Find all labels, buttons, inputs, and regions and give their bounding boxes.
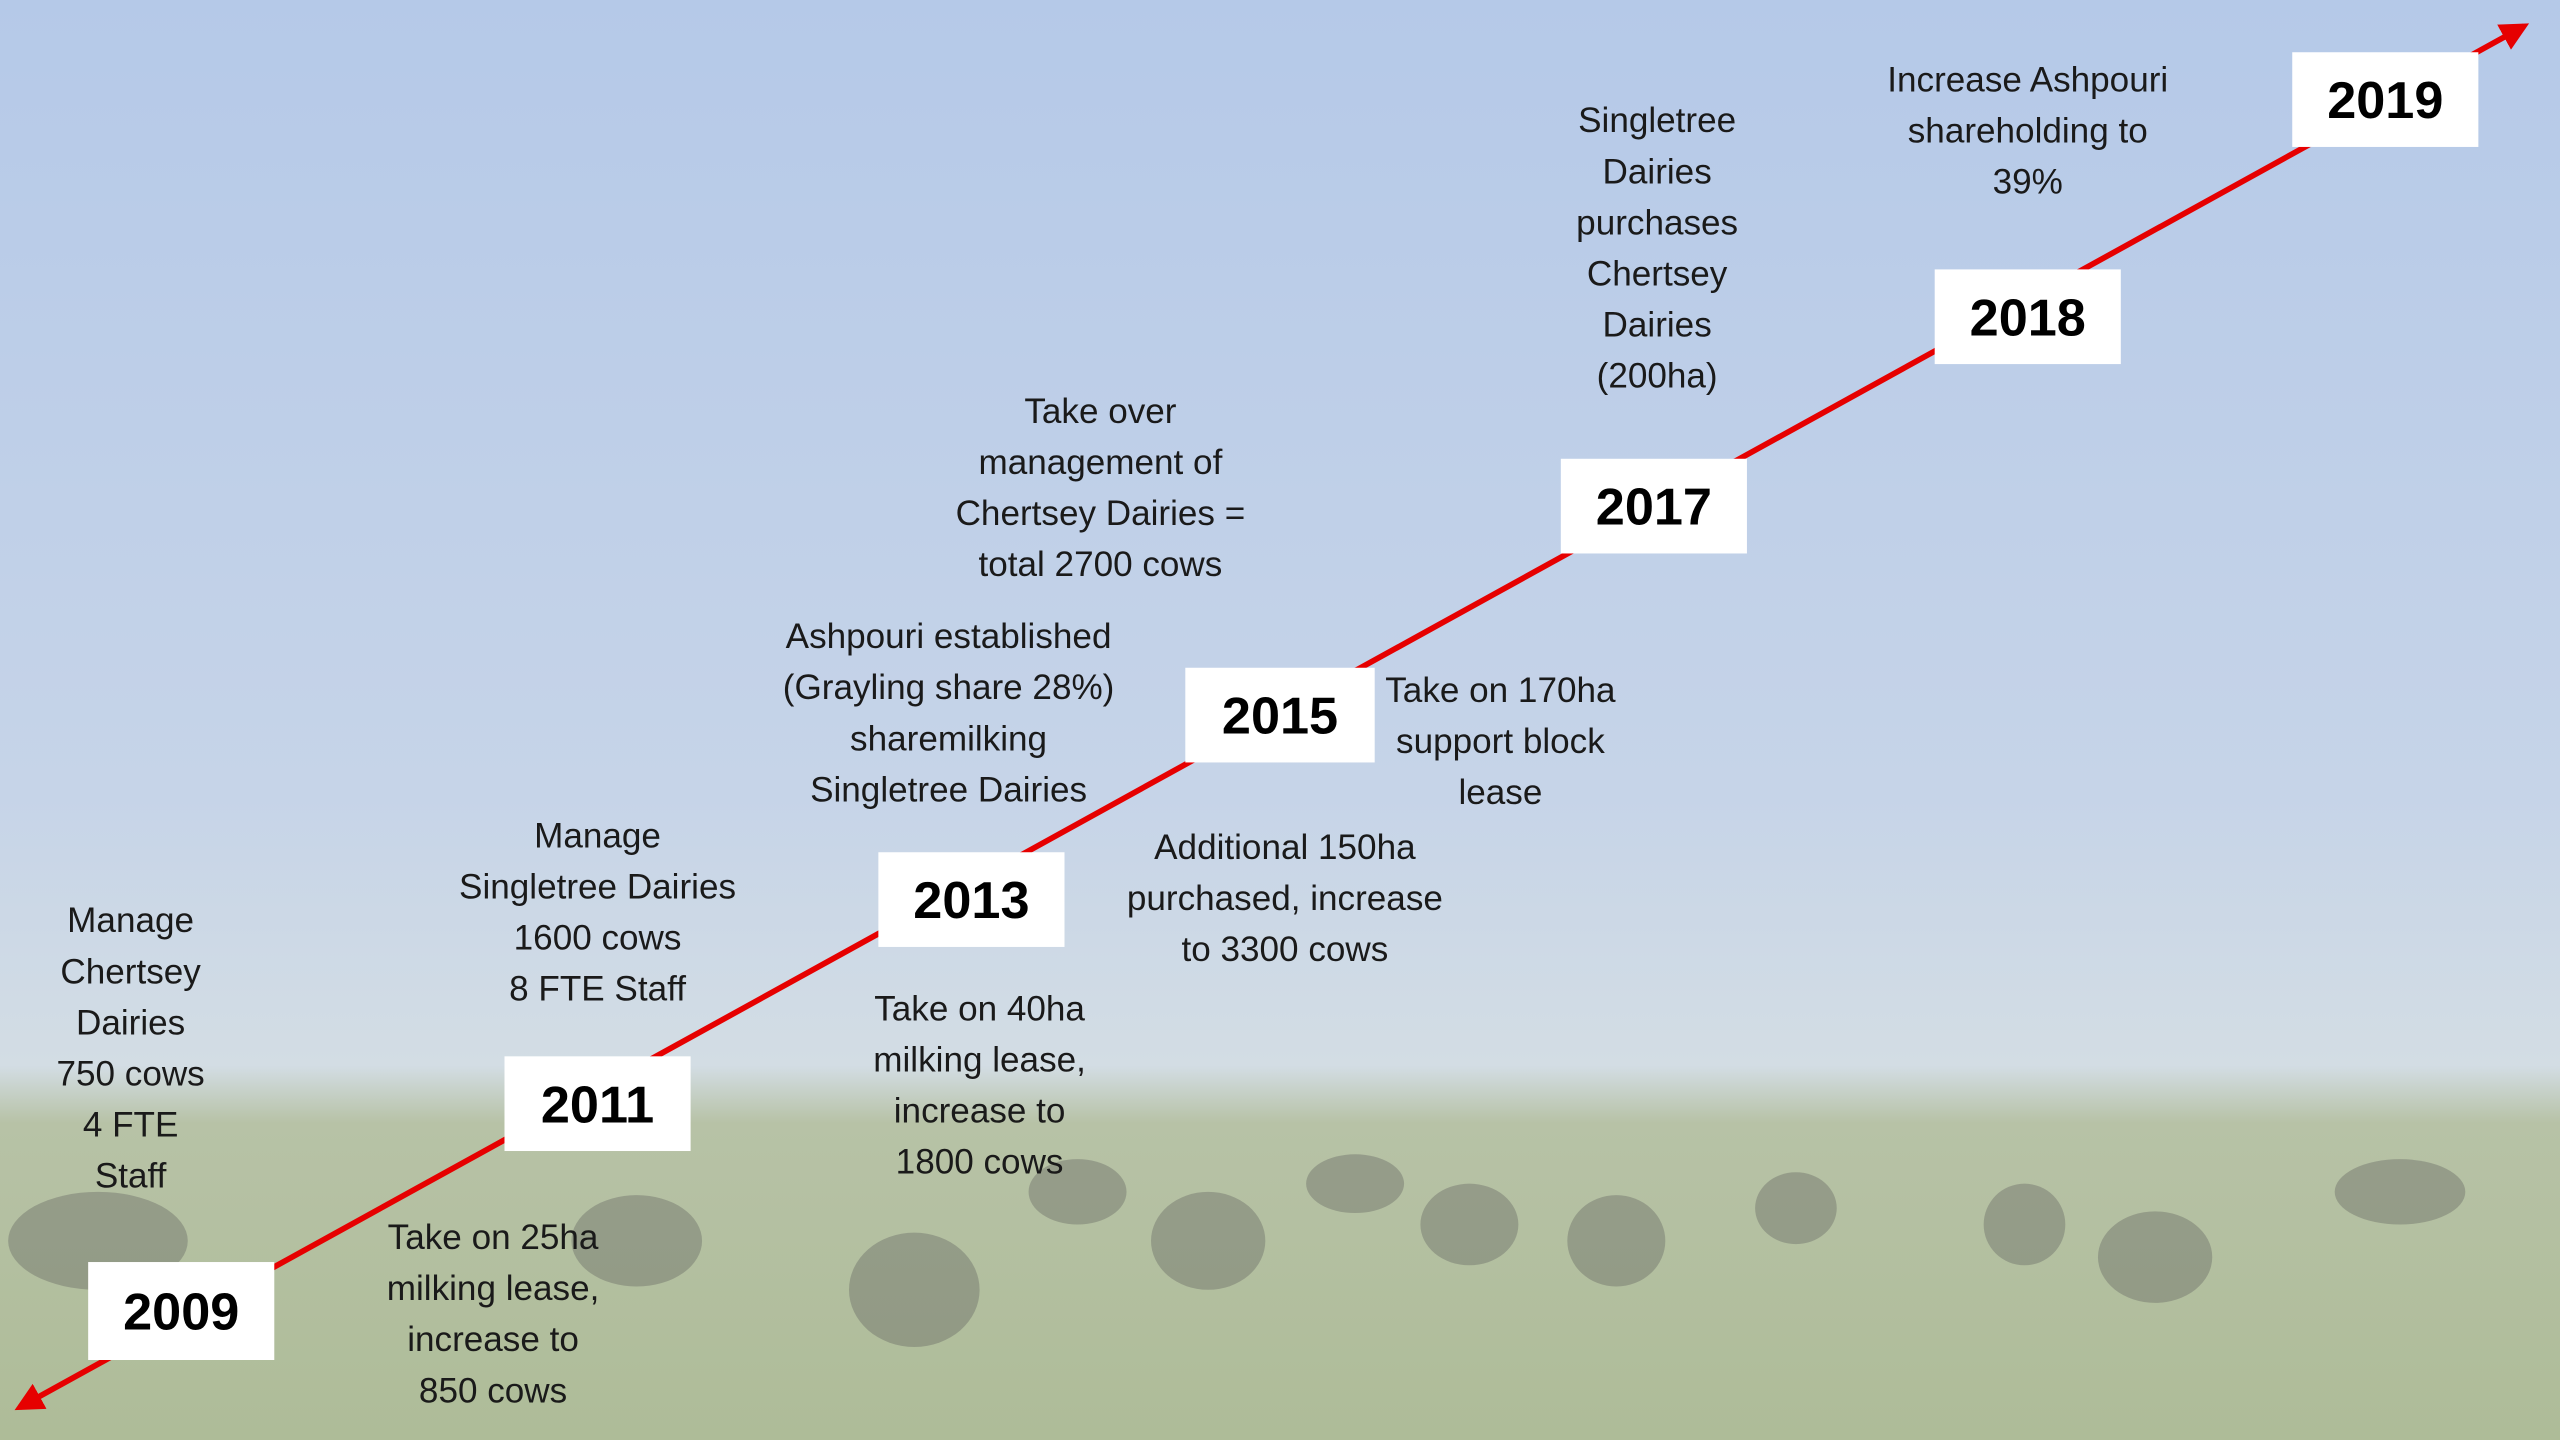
year-box	[2292, 52, 2479, 147]
note-line: sharemilking	[850, 719, 1047, 758]
year-label: 2019	[2327, 72, 2443, 130]
milestone: 2011 Manage Singletree Dairies 1600 cows 8 F…	[387, 816, 736, 1410]
note-line: Dairies	[1603, 152, 1712, 191]
note-line: Chertsey Dairies =	[956, 494, 1246, 533]
year-box	[88, 1262, 275, 1360]
note-line: lease	[1458, 773, 1542, 812]
note-line: Dairies	[1603, 306, 1712, 345]
year-label: 2013	[913, 872, 1029, 930]
year-label: 2009	[123, 1284, 239, 1342]
note-line: Singletree	[1578, 101, 1736, 140]
note-line: Increase Ashpouri	[1887, 60, 2168, 99]
note-line: 850 cows	[419, 1371, 567, 1410]
note-line: (200ha)	[1597, 357, 1718, 396]
year-box	[1185, 667, 1375, 763]
note-line: increase to	[894, 1092, 1066, 1131]
note-line: 8 FTE Staff	[509, 970, 686, 1009]
note-line: 1600 cows	[514, 919, 682, 958]
note-line: shareholding to	[1908, 112, 2148, 151]
note-line: (Grayling share 28%)	[783, 668, 1115, 707]
year-box	[504, 1056, 691, 1152]
note-line: increase to	[407, 1320, 579, 1359]
year-box	[878, 852, 1065, 947]
note-line: 39%	[1993, 163, 2063, 202]
milestone: 2009 Manage Chertsey Dairies 750 cows 4 FTE St…	[56, 901, 275, 1360]
note-line: 1800 cows	[896, 1143, 1064, 1182]
note-line: purchases	[1576, 203, 1738, 242]
note-line: Take on 170ha	[1385, 671, 1616, 710]
note-line: Manage	[534, 816, 661, 855]
year-box	[1560, 458, 1747, 554]
note-line: Additional 150ha	[1154, 828, 1416, 867]
note-line: Staff	[95, 1157, 167, 1196]
milestone: 2019	[2292, 52, 2479, 147]
year-label: 2018	[1970, 289, 2086, 347]
milestone: 2018 Increase Ashpouri shareholding to 39%	[1887, 60, 2168, 365]
year-label: 2015	[1222, 688, 1338, 746]
note-line: Manage	[67, 901, 194, 940]
note-line: purchased, increase	[1127, 879, 1443, 918]
note-line: 4 FTE	[83, 1106, 179, 1145]
note-line: to 3300 cows	[1181, 930, 1388, 969]
milestone: 2017 Singletree Dairies purchases Chertsey Da…	[1560, 101, 1747, 554]
note-line: 750 cows	[56, 1055, 204, 1094]
note-line: Dairies	[76, 1003, 185, 1042]
note-line: support block	[1396, 722, 1605, 761]
note-line: milking lease,	[387, 1269, 600, 1308]
note-line: Ashpouri established	[786, 617, 1112, 656]
note-line: management of	[978, 443, 1222, 482]
note-line: Singletree Dairies	[810, 770, 1087, 809]
note-line: Singletree Dairies	[459, 867, 736, 906]
note-line: Take on 25ha	[388, 1218, 599, 1257]
year-label: 2017	[1596, 479, 1712, 537]
note-line: Take on 40ha	[874, 989, 1085, 1028]
year-label: 2011	[541, 1076, 654, 1134]
note-line: Chertsey	[1587, 255, 1728, 294]
note-line: Take over	[1024, 392, 1176, 431]
note-line: milking lease,	[873, 1041, 1086, 1080]
note-line: total 2700 cows	[978, 545, 1222, 584]
note-line: Chertsey	[60, 952, 201, 991]
milestone: 2013 Ashpouri established (Grayling share …	[783, 617, 1115, 1182]
milestones: 2009 Manage Chertsey Dairies 750 cows 4 FTE St…	[56, 52, 2479, 1410]
year-box	[1934, 269, 2121, 365]
milestone: 2015 Take over management of Chertsey Dairi…	[956, 392, 1616, 969]
